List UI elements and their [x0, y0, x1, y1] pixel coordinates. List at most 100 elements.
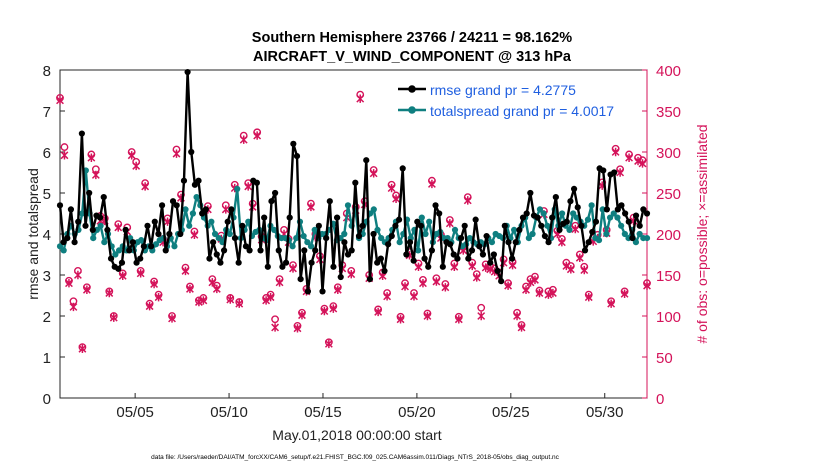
rmse-point	[279, 263, 286, 270]
rmse-point	[60, 239, 67, 246]
rmse-point	[490, 251, 497, 258]
left-tick-label: 3	[43, 268, 51, 285]
rmse-point	[410, 257, 417, 264]
obs-assimilated-marker	[526, 278, 535, 287]
spread-point	[186, 222, 193, 229]
rmse-point	[67, 206, 75, 213]
obs-assimilated-marker	[607, 299, 616, 308]
obs-assimilated-marker	[91, 170, 100, 180]
rmse-point	[377, 255, 384, 262]
obs-assimilated-marker	[638, 159, 647, 168]
rmse-point	[414, 218, 421, 225]
chart-title: Southern Hemisphere 23766 / 24211 = 98.1…	[252, 30, 573, 46]
rmse-point	[268, 198, 275, 205]
obs-assimilated-marker	[472, 273, 481, 282]
rmse-point	[195, 177, 202, 184]
rmse-point	[567, 198, 574, 205]
spread-point	[426, 218, 433, 225]
rmse-point	[600, 167, 607, 174]
obs-assimilated-marker	[132, 161, 141, 171]
legend-rmse-marker	[408, 85, 416, 93]
obs-assimilated-marker	[584, 292, 593, 302]
obs-assimilated-marker	[168, 314, 176, 323]
spread-point	[558, 210, 566, 217]
rmse-point	[505, 239, 512, 246]
rmse-point	[155, 230, 162, 238]
spread-point	[90, 235, 97, 242]
spread-point	[211, 230, 219, 238]
spread-point	[643, 235, 651, 242]
obs-assimilated-marker	[235, 299, 244, 308]
spread-point	[566, 226, 573, 233]
rmse-point	[286, 214, 293, 221]
left-tick-label: 8	[43, 63, 51, 80]
obs-assimilated-marker	[253, 131, 262, 140]
rmse-point	[246, 247, 253, 254]
rmse-point	[231, 235, 239, 242]
rmse-point	[301, 247, 308, 254]
x-tick-label: 05/15	[304, 404, 342, 421]
rmse-point	[585, 239, 592, 246]
rmse-point	[140, 243, 147, 250]
right-tick-label: 400	[656, 63, 681, 80]
rmse-point	[158, 202, 166, 209]
right-tick-label: 300	[656, 145, 681, 162]
left-tick-label: 5	[43, 186, 51, 203]
obs-assimilated-marker	[468, 261, 477, 271]
spread-point	[536, 206, 544, 213]
obs-assimilated-marker	[634, 156, 642, 166]
spread-point	[208, 218, 215, 225]
obs-assimilated-marker	[392, 194, 400, 203]
rmse-point	[122, 226, 129, 233]
rmse-point	[618, 202, 625, 209]
left-tick-label: 2	[43, 309, 51, 326]
spread-point	[311, 226, 318, 233]
rmse-point	[352, 179, 359, 186]
legend-spread-label: totalspread grand pr = 4.0017	[430, 103, 614, 119]
rmse-point	[541, 232, 549, 240]
rmse-point	[312, 247, 319, 254]
spread-point	[307, 243, 315, 250]
obs-assimilated-marker	[611, 147, 620, 157]
spread-point	[525, 235, 532, 242]
obs-assimilated-marker	[414, 262, 423, 271]
rmse-point	[512, 239, 519, 246]
obs-assimilated-marker	[441, 283, 450, 292]
rmse-point	[253, 179, 260, 186]
rmse-point	[494, 267, 501, 274]
spread-point	[488, 239, 496, 246]
spread-point	[300, 232, 307, 240]
obs-assimilated-marker	[369, 169, 378, 178]
rmse-point	[315, 222, 322, 229]
spread-point	[215, 235, 222, 242]
rmse-point	[450, 251, 457, 258]
obs-assimilated-marker	[118, 271, 127, 281]
obs-assimilated-marker	[463, 196, 472, 205]
rmse-point	[578, 222, 585, 229]
obs-assimilated-marker	[616, 168, 625, 177]
rmse-point	[242, 243, 250, 250]
obs-assimilated-marker	[535, 288, 544, 298]
obs-assimilated-marker	[194, 297, 203, 307]
legend-rmse-label: rmse grand pr = 4.2775	[430, 82, 576, 98]
rmse-point	[472, 216, 479, 223]
spread-point	[374, 226, 381, 233]
spread-point	[396, 239, 403, 246]
rmse-point	[428, 247, 435, 254]
obs-possible-marker	[477, 303, 486, 312]
rmse-point	[107, 255, 115, 262]
spread-point	[271, 226, 278, 233]
footer-note: data file: /Users/raeder/DAI/ATM_forcXX/…	[151, 454, 560, 461]
spread-point	[193, 194, 200, 201]
right-tick-label: 200	[656, 227, 681, 244]
spread-point	[466, 235, 473, 242]
rmse-point	[381, 267, 388, 274]
rmse-point	[213, 251, 220, 258]
obs-assimilated-marker	[643, 281, 651, 290]
rmse-point	[483, 232, 490, 240]
rmse-point	[199, 210, 206, 217]
obs-assimilated-marker	[454, 315, 463, 324]
left-tick-label: 7	[43, 104, 51, 121]
obs-assimilated-marker	[56, 96, 64, 105]
rmse-point	[425, 263, 432, 270]
